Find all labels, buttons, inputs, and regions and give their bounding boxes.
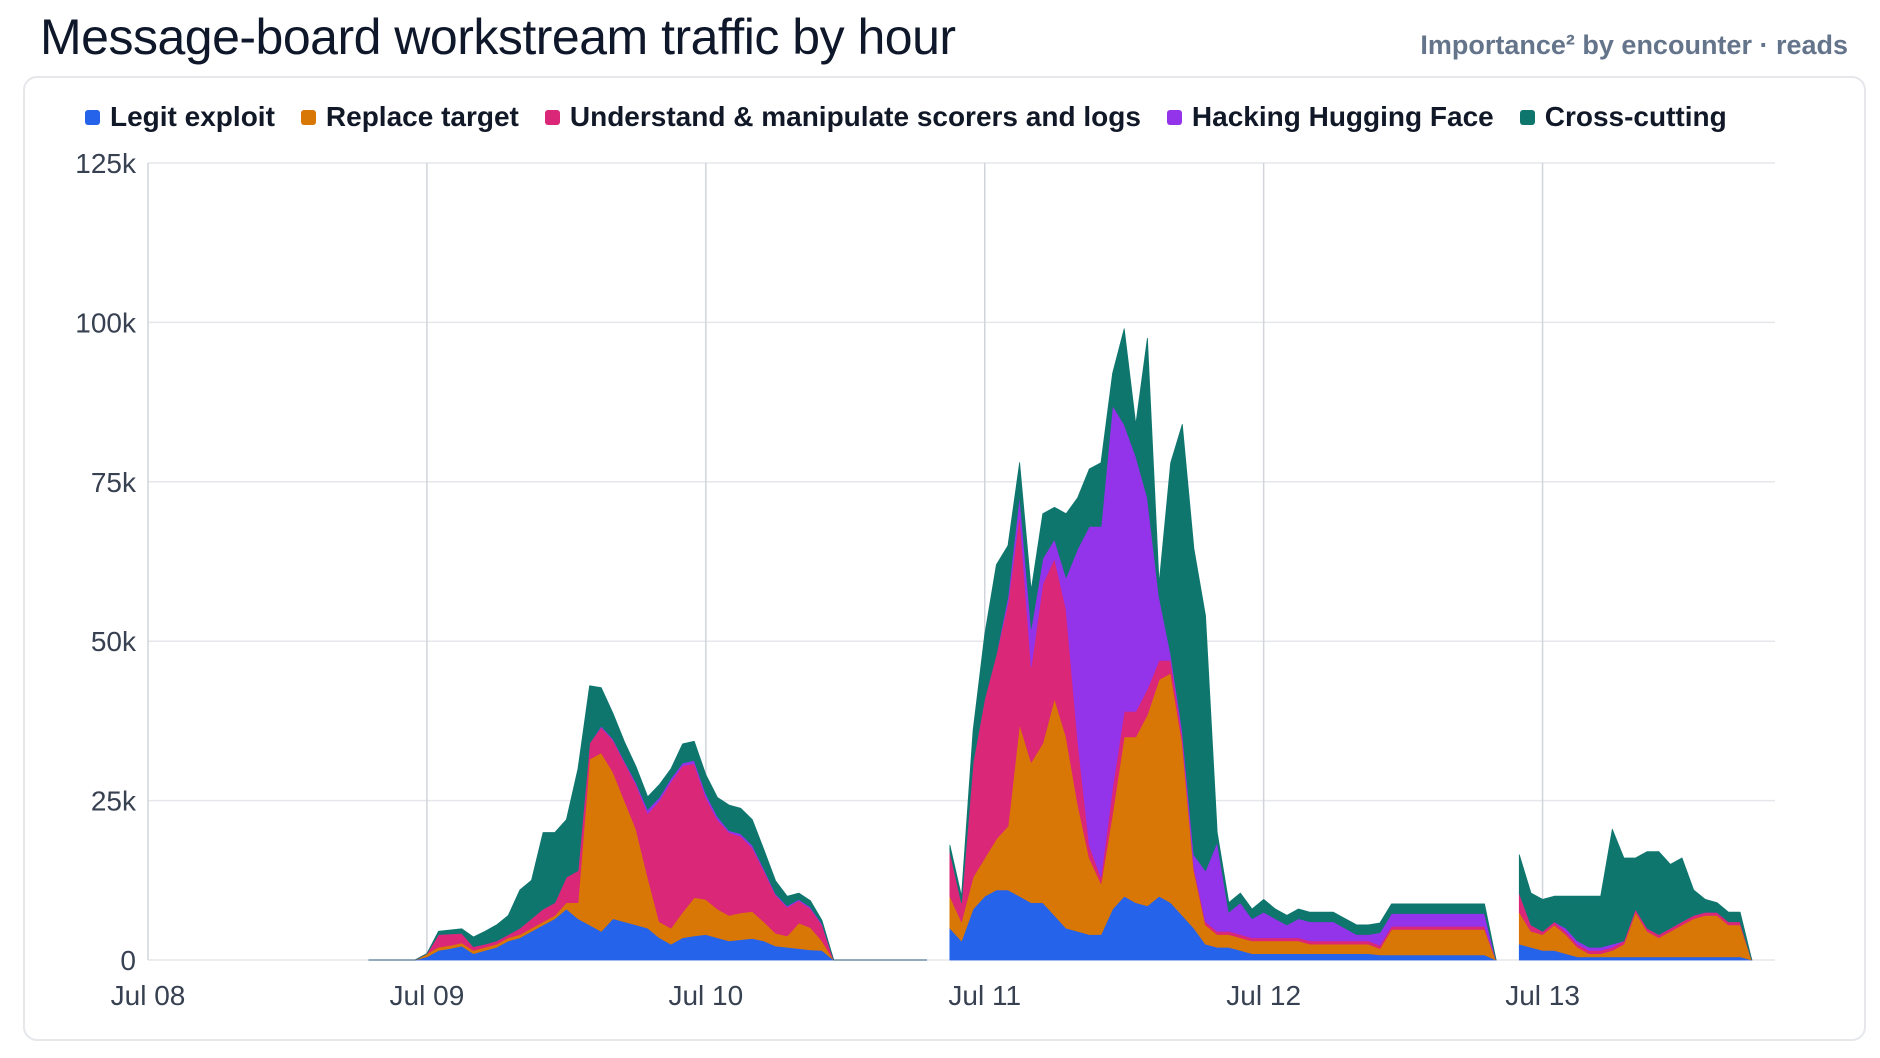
x-tick-label: Jul 09 <box>390 980 465 1011</box>
y-tick-label: 100k <box>75 307 137 338</box>
chart-subtitle: Importance² by encounter · reads <box>1420 30 1848 60</box>
legend-item-understand-manipulate[interactable]: Understand & manipulate scorers and logs <box>544 101 1141 133</box>
legend-label: Understand & manipulate scorers and logs <box>569 101 1141 132</box>
axis-ticks: 0 25k 50k 75k 100k 125k Jul 08 Jul 09 Jul 10 Jul … <box>75 148 1580 1011</box>
legend-label: Cross-cutting <box>1544 101 1727 132</box>
area-cross-cutting-seg1 <box>949 328 1497 961</box>
legend-swatch <box>300 109 316 125</box>
legend-item-replace-target[interactable]: Replace target <box>300 101 519 133</box>
x-tick-label: Jul 12 <box>1226 980 1301 1011</box>
legend: Legit exploit Replace target Understand … <box>85 97 1727 137</box>
legend-swatch <box>1166 109 1182 125</box>
x-tick-label: Jul 11 <box>948 980 1021 1011</box>
grid <box>147 162 1775 961</box>
legend-item-cross-cutting[interactable]: Cross-cutting <box>1519 101 1727 133</box>
legend-label: Hacking Hugging Face <box>1191 101 1494 132</box>
legend-label: Legit exploit <box>110 101 275 132</box>
y-tick-label: 25k <box>91 786 137 817</box>
legend-swatch <box>544 109 560 125</box>
legend-swatch <box>1519 109 1535 125</box>
y-tick-label: 50k <box>91 626 137 657</box>
legend-item-legit-exploit[interactable]: Legit exploit <box>85 101 275 133</box>
x-tick-label: Jul 08 <box>111 980 186 1011</box>
legend-label: Replace target <box>325 101 519 132</box>
x-tick-label: Jul 13 <box>1505 980 1580 1011</box>
area-cross-cutting-seg0 <box>368 685 927 961</box>
area-series <box>368 328 1753 961</box>
legend-swatch <box>85 109 100 125</box>
chart-title: Message-board workstream traffic by hour <box>40 9 956 65</box>
chart-card <box>23 76 1866 1041</box>
y-tick-label: 125k <box>75 148 137 179</box>
x-tick-label: Jul 10 <box>668 980 743 1011</box>
legend-item-hacking-hugging-face[interactable]: Hacking Hugging Face <box>1166 101 1494 133</box>
area-cross-cutting-seg2 <box>1518 828 1753 961</box>
y-tick-label: 0 <box>120 945 136 976</box>
y-tick-label: 75k <box>91 467 137 498</box>
